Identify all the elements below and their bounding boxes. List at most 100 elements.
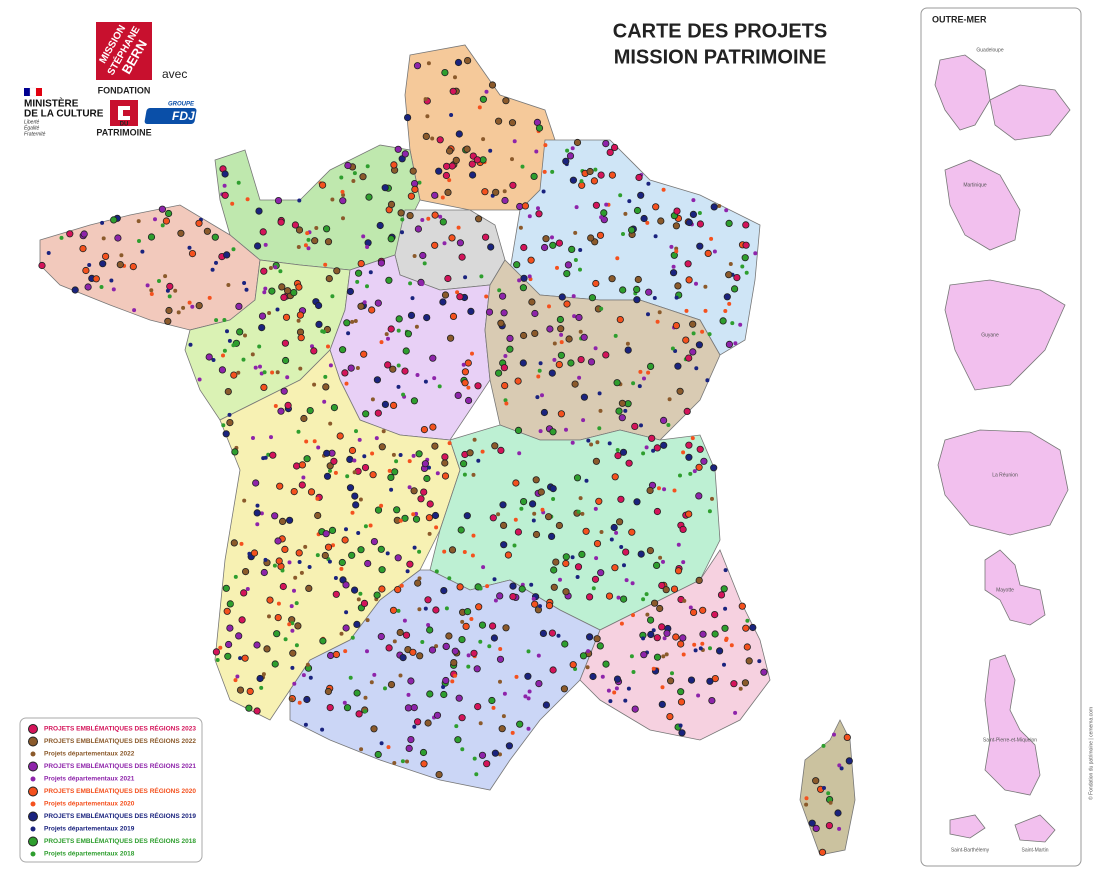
project-dot [600,674,605,679]
project-dot [99,285,104,289]
project-dot [446,334,455,342]
project-dot [325,274,333,283]
project-dot [669,269,678,277]
project-dot [320,727,325,732]
project-dot [149,288,154,293]
project-dot [520,164,525,169]
project-dot [464,396,473,405]
project-dot [514,426,523,434]
project-dot [374,750,382,759]
project-dot [415,450,423,458]
project-dot [263,242,268,247]
project-dot [461,379,469,387]
project-dot [660,685,665,690]
project-dot [230,371,238,379]
project-dot [300,414,308,423]
project-dot [165,209,173,218]
project-dot [684,260,692,268]
project-dot [292,681,297,686]
project-dot [451,647,459,655]
project-dot [267,311,272,315]
project-dot [436,136,444,144]
project-dot [672,321,681,330]
project-dot [445,147,454,155]
project-dot [496,592,504,600]
project-dot [496,655,505,663]
project-dot [845,757,853,765]
project-dot [243,333,247,338]
project-dot [215,658,220,662]
project-dot [466,449,474,457]
project-dot [392,639,397,644]
project-dot [659,416,668,424]
project-dot [483,760,491,768]
project-dot [231,247,236,252]
project-dot [682,336,690,344]
project-dot [470,351,474,356]
project-dot [708,696,716,705]
project-dot [405,744,413,753]
project-dot [518,585,526,593]
project-dot [407,735,415,744]
project-dot [387,468,392,473]
project-dot [611,564,619,572]
project-dot [651,448,656,453]
project-dot [197,377,202,382]
project-dot [435,471,440,476]
project-dot [555,265,559,270]
project-dot [383,686,387,691]
project-dot [591,575,600,583]
project-dot [703,308,708,313]
project-dot [419,251,427,260]
project-dot [724,208,729,213]
project-dot [400,217,405,222]
project-dot [625,459,633,467]
project-dot [278,517,287,526]
project-dot [364,559,372,568]
project-dot [571,380,579,388]
project-dot [260,267,268,275]
project-dot [405,759,409,764]
project-dot [303,544,308,549]
project-dot [365,245,370,249]
project-dot [540,507,545,512]
project-dot [236,686,245,694]
project-dot [328,468,332,473]
project-dot [259,228,267,236]
project-dot [207,295,212,300]
project-dot [463,275,468,280]
project-dot [674,249,679,254]
logo-icon [110,100,138,126]
project-dot [315,496,320,501]
legend-label: PROJETS EMBLÉMATIQUES DES RÉGIONS 2021 [44,761,196,770]
project-dot [837,826,842,831]
project-dot [633,296,641,304]
project-dot [656,604,664,613]
project-dot [294,601,299,606]
project-dot [314,511,322,520]
project-dot [102,252,110,260]
project-dot [826,791,831,796]
project-dot [623,211,628,216]
project-dot [652,561,661,570]
project-dot [425,514,433,522]
project-dot [760,668,768,676]
project-dot [412,254,417,258]
project-dot [602,660,610,668]
project-dot [700,641,705,646]
project-dot [304,439,309,444]
project-dot [519,359,527,367]
project-dot [555,239,564,247]
project-dot [379,741,384,746]
project-dot [284,401,292,409]
project-dot [311,237,319,245]
project-dot [504,401,509,406]
logo-box [144,108,197,124]
project-dot [310,344,314,349]
project-dot [59,235,64,240]
project-dot [727,301,732,306]
project-dot [358,591,363,596]
project-dot [442,676,450,685]
project-dot [218,366,226,374]
